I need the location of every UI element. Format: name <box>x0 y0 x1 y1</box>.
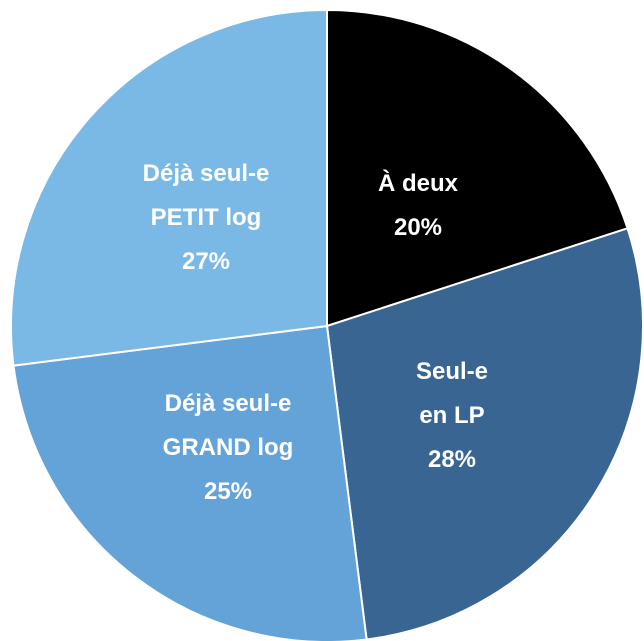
slice-name: À deux <box>377 170 459 197</box>
pie-slice <box>325 227 644 641</box>
slice-value: 20% <box>393 214 443 241</box>
pie-slice <box>12 324 368 641</box>
slice-label: Déjà seul-e GRAND log 25% <box>163 382 294 514</box>
slice-label: À deux 20% <box>378 162 458 250</box>
slice-name: Déjà seul-e PETIT log <box>142 160 270 231</box>
slice-label: Seul-e en LP 28% <box>416 350 488 482</box>
slice-name: Seul-e en LP <box>415 358 489 429</box>
slice-value: 28% <box>427 446 477 473</box>
slice-name: Déjà seul-e GRAND log <box>162 390 294 461</box>
slice-value: 27% <box>181 248 231 275</box>
pie-slice <box>10 8 328 367</box>
slice-value: 25% <box>203 478 253 505</box>
pie-slice <box>326 8 629 328</box>
slice-label: Déjà seul-e PETIT log 27% <box>143 152 270 284</box>
